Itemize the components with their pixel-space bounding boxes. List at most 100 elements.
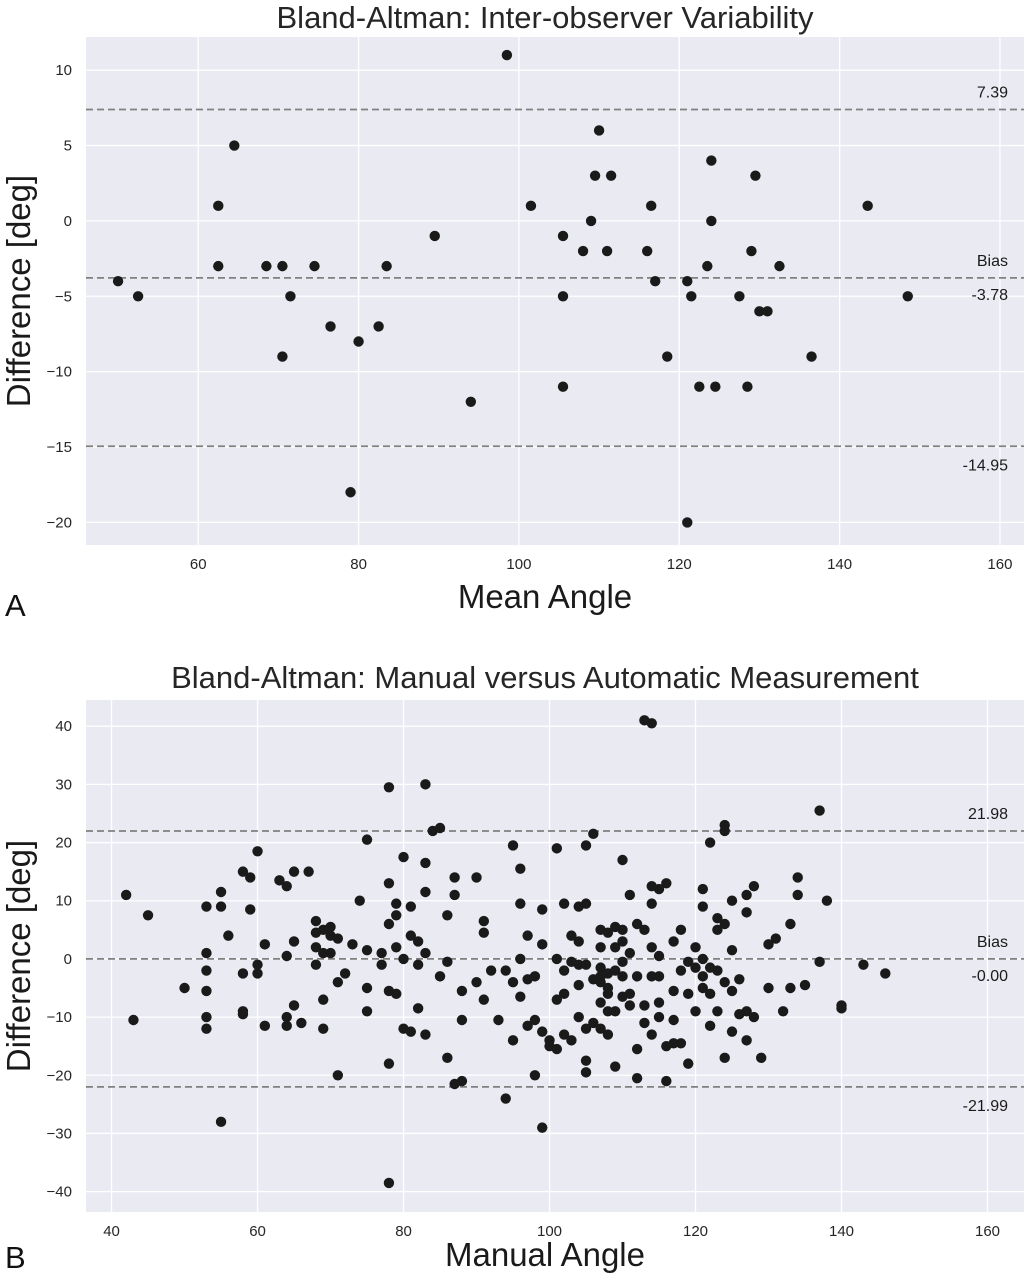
data-point xyxy=(580,840,592,851)
x-axis-label: Manual Angle xyxy=(445,1236,645,1273)
data-point xyxy=(420,886,431,898)
data-point xyxy=(551,994,563,1005)
data-point xyxy=(361,982,373,994)
data-point xyxy=(726,985,738,997)
data-point xyxy=(712,965,723,976)
data-point xyxy=(274,875,285,886)
data-point xyxy=(668,1014,679,1026)
data-point xyxy=(261,260,272,272)
y-tick-label: 40 xyxy=(55,718,72,735)
data-point xyxy=(726,944,738,956)
data-point xyxy=(566,1035,577,1046)
data-point xyxy=(595,962,606,973)
data-point xyxy=(383,878,395,889)
y-tick-label: −20 xyxy=(47,514,72,531)
data-point xyxy=(741,1006,752,1017)
data-point xyxy=(646,942,657,953)
data-point xyxy=(373,321,384,332)
data-point xyxy=(398,851,409,863)
data-point xyxy=(201,901,212,912)
y-tick-label: 0 xyxy=(64,951,72,968)
data-point xyxy=(602,927,614,938)
data-point xyxy=(391,910,402,921)
data-point xyxy=(515,898,526,909)
data-point xyxy=(712,912,723,924)
data-point xyxy=(580,1023,592,1034)
data-point xyxy=(702,260,713,272)
data-point xyxy=(420,779,431,790)
data-point xyxy=(485,965,497,976)
data-point xyxy=(558,898,570,909)
data-point xyxy=(792,872,803,883)
data-point xyxy=(602,988,614,1000)
data-point xyxy=(683,988,694,1000)
data-point xyxy=(641,245,653,257)
data-point xyxy=(646,200,657,212)
data-point xyxy=(742,381,753,392)
data-point xyxy=(383,1058,395,1069)
data-point xyxy=(704,988,716,1000)
data-point xyxy=(288,1000,300,1011)
data-point xyxy=(288,936,300,947)
y-tick-label: 5 xyxy=(64,138,72,155)
y-tick-label: −5 xyxy=(55,288,72,305)
data-point xyxy=(675,924,687,936)
data-point xyxy=(697,901,709,912)
data-point xyxy=(310,942,322,953)
data-point xyxy=(573,979,584,991)
data-point xyxy=(245,872,256,883)
data-point xyxy=(142,910,154,921)
data-point xyxy=(478,927,490,938)
data-point xyxy=(734,974,745,985)
y-tick-label: −40 xyxy=(47,1184,72,1201)
data-point xyxy=(602,1029,614,1040)
x-tick-label: 60 xyxy=(249,1223,266,1240)
data-point xyxy=(662,351,673,362)
data-point xyxy=(201,1011,212,1023)
x-tick-label: 60 xyxy=(190,556,207,573)
data-point xyxy=(624,988,636,1000)
data-point xyxy=(785,982,796,994)
data-point xyxy=(515,991,526,1002)
chart-title: Bland-Altman: Inter-observer Variability xyxy=(277,0,814,35)
data-point xyxy=(259,939,271,950)
data-point xyxy=(601,245,613,257)
data-point xyxy=(646,1029,657,1040)
data-point xyxy=(296,1017,307,1029)
data-point xyxy=(777,1006,789,1017)
data-point xyxy=(746,245,757,257)
data-point xyxy=(734,291,745,302)
data-point xyxy=(132,291,144,302)
data-point xyxy=(697,953,709,965)
data-point xyxy=(799,979,811,991)
data-point xyxy=(354,895,365,906)
data-point xyxy=(128,1014,139,1026)
data-point xyxy=(412,1003,424,1014)
data-point xyxy=(589,170,601,181)
data-point xyxy=(405,901,417,912)
data-point xyxy=(573,959,584,970)
data-point xyxy=(405,1026,417,1037)
reference-line-value: -14.95 xyxy=(963,457,1008,474)
x-tick-label: 40 xyxy=(103,1223,120,1240)
data-point xyxy=(223,930,234,941)
data-point xyxy=(383,1177,395,1189)
y-tick-label: −30 xyxy=(47,1125,72,1142)
data-point xyxy=(229,140,240,151)
data-point xyxy=(880,968,891,979)
x-tick-label: 120 xyxy=(667,556,692,573)
data-point xyxy=(522,1020,533,1032)
data-point xyxy=(213,260,224,272)
data-point xyxy=(361,1006,373,1017)
data-point xyxy=(617,854,628,866)
data-point xyxy=(501,49,513,61)
reference-line-value: -21.99 xyxy=(963,1098,1008,1115)
data-point xyxy=(706,155,717,166)
data-point xyxy=(325,321,336,332)
data-point xyxy=(442,910,453,921)
data-point xyxy=(429,230,440,242)
data-point xyxy=(361,834,373,845)
y-tick-label: −10 xyxy=(47,1009,72,1026)
data-point xyxy=(639,1017,650,1029)
data-point xyxy=(112,276,124,287)
